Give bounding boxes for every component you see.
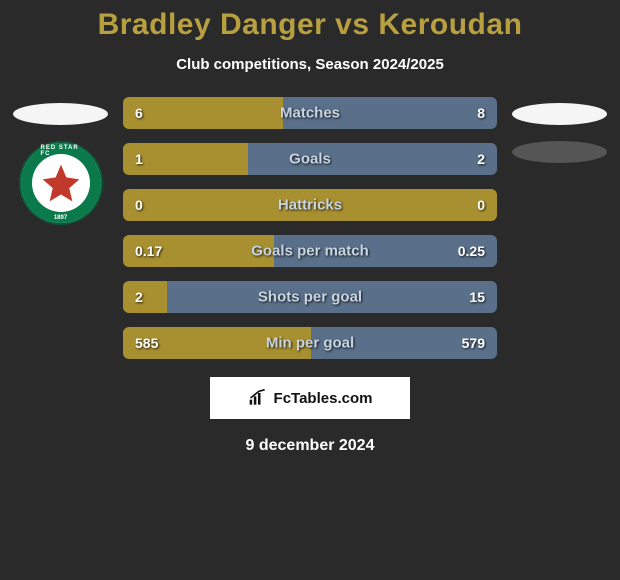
left-club-badge: RED STAR FC 1897 xyxy=(19,141,103,225)
stat-row: Goals 1 2 xyxy=(123,143,497,175)
stat-row: Min per goal 585 579 xyxy=(123,327,497,359)
stat-row: Goals per match 0.17 0.25 xyxy=(123,235,497,267)
source-box: FcTables.com xyxy=(210,377,410,419)
stat-row: Hattricks 0 0 xyxy=(123,189,497,221)
stat-row: Matches 6 8 xyxy=(123,97,497,129)
stat-label: Goals xyxy=(289,151,331,168)
stat-value-right: 2 xyxy=(477,151,485,167)
stats-bars: Matches 6 8 Goals 1 2 Hattricks 0 0 Goals per mat… xyxy=(113,97,507,359)
badge-inner xyxy=(32,154,90,212)
stat-label: Min per goal xyxy=(266,335,354,352)
stat-value-right: 8 xyxy=(477,105,485,121)
stat-value-right: 0.25 xyxy=(458,243,485,259)
stat-value-right: 579 xyxy=(462,335,485,351)
stat-value-left: 0 xyxy=(135,197,143,213)
right-player-placeholder xyxy=(512,103,607,125)
stat-value-left: 2 xyxy=(135,289,143,305)
stat-value-right: 15 xyxy=(469,289,485,305)
stat-bar-left xyxy=(123,97,283,129)
right-player-column xyxy=(507,97,612,359)
stat-label: Goals per match xyxy=(251,243,369,260)
left-player-column: RED STAR FC 1897 xyxy=(8,97,113,359)
right-club-placeholder xyxy=(512,141,607,163)
badge-text-top: RED STAR FC xyxy=(41,145,81,157)
stat-value-left: 6 xyxy=(135,105,143,121)
stat-label: Matches xyxy=(280,105,340,122)
source-text: FcTables.com xyxy=(274,390,373,407)
stat-bar-right xyxy=(248,143,497,175)
page-title: Bradley Danger vs Keroudan xyxy=(0,8,620,42)
stat-row: Shots per goal 2 15 xyxy=(123,281,497,313)
stat-value-right: 0 xyxy=(477,197,485,213)
stat-bar-left xyxy=(123,281,167,313)
comparison-layout: RED STAR FC 1897 Matches 6 8 Goals 1 2 Hattric… xyxy=(0,97,620,359)
chart-icon xyxy=(248,389,268,407)
badge-text-bot: 1897 xyxy=(54,215,67,221)
stat-value-left: 0.17 xyxy=(135,243,162,259)
stat-value-left: 1 xyxy=(135,151,143,167)
subtitle: Club competitions, Season 2024/2025 xyxy=(0,56,620,73)
star-icon xyxy=(39,161,83,205)
stat-label: Shots per goal xyxy=(258,289,362,306)
stat-value-left: 585 xyxy=(135,335,158,351)
date-text: 9 december 2024 xyxy=(0,437,620,455)
stat-label: Hattricks xyxy=(278,197,342,214)
left-player-placeholder xyxy=(13,103,108,125)
